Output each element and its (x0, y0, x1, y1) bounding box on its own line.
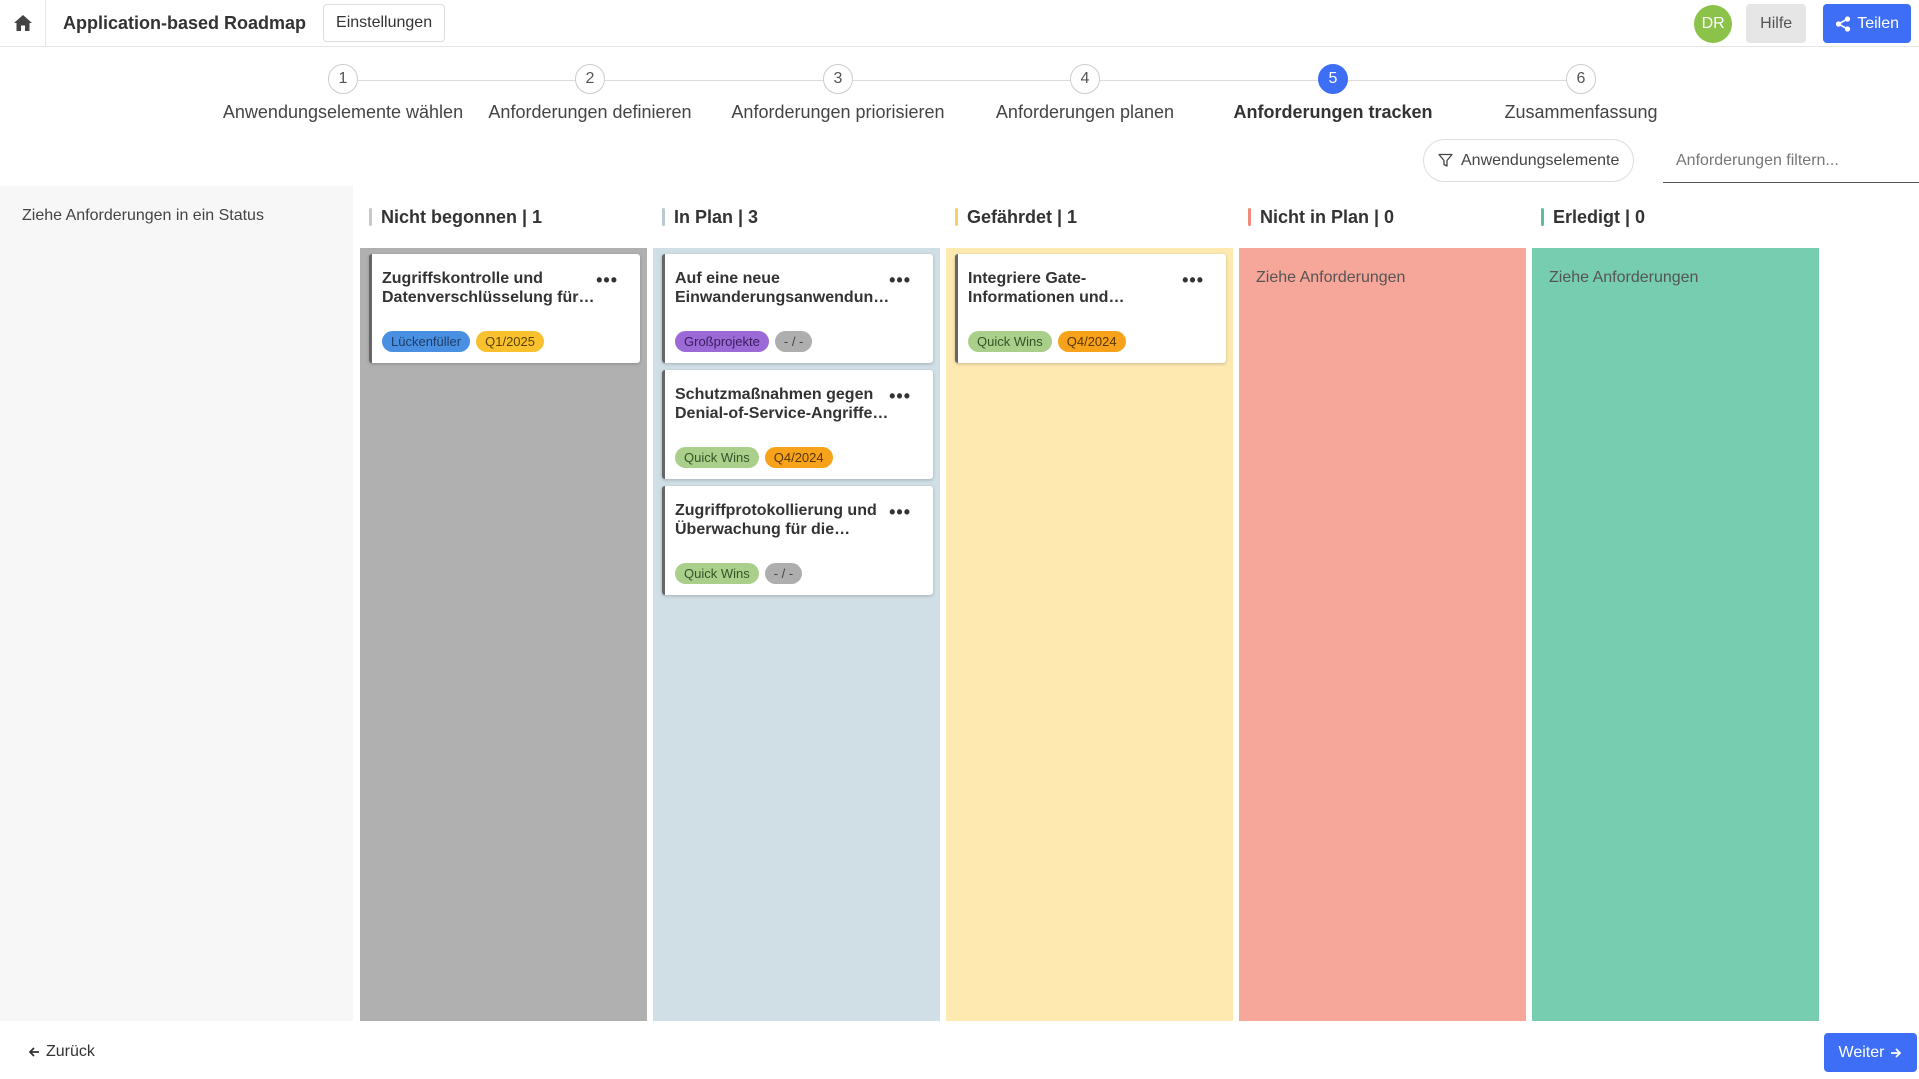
tag-badge: Q4/2024 (764, 447, 833, 468)
step-6[interactable]: 6 Zusammenfassung (1451, 64, 1711, 123)
drop-hint: Ziehe Anforderungen (1549, 269, 1699, 286)
column-drop-zone[interactable]: Integriere Gate-Informationen und Flugpl… (946, 248, 1233, 1021)
column-status-bar (955, 208, 958, 226)
step-2[interactable]: 2 Anforderungen definieren (460, 64, 720, 123)
card-tags: Quick Wins Q4/2024 (675, 447, 833, 468)
more-options-icon[interactable]: ••• (889, 386, 911, 406)
more-options-icon[interactable]: ••• (889, 502, 911, 522)
more-options-icon[interactable]: ••• (596, 270, 618, 290)
card-tags: Großprojekte - / - (675, 331, 813, 352)
step-label: Zusammenfassung (1504, 102, 1658, 122)
column-title: Gefährdet | 1 (967, 206, 1078, 227)
arrow-left-icon (28, 1047, 39, 1057)
requirement-card[interactable]: Zugriffprotokollierung und Überwachung f… (662, 486, 933, 595)
drop-hint: Ziehe Anforderungen (1256, 269, 1406, 286)
app-title: Application-based Roadmap (63, 12, 307, 33)
next-button[interactable]: Weiter (1824, 1033, 1917, 1072)
column-header: Erledigt | 0 (1541, 204, 1645, 230)
requirement-card[interactable]: Schutzmaßnahmen gegen Denial-of-Service-… (662, 370, 933, 479)
tag-badge: Großprojekte (675, 331, 769, 352)
card-title: Auf eine neue Einwanderungsanwendung mig… (675, 270, 884, 306)
card-title: Zugriffskontrolle und Datenverschlüsselu… (382, 270, 579, 306)
card-title: Schutzmaßnahmen gegen Denial-of-Service-… (675, 386, 874, 422)
step-label: Anforderungen definieren (488, 102, 692, 122)
card-title: Integriere Gate-Informationen und Flugpl… (968, 270, 1109, 306)
column-status-bar (369, 208, 372, 226)
card-tags: Quick Wins - / - (675, 563, 803, 584)
left-panel-hint: Ziehe Anforderungen in ein Status (22, 207, 264, 224)
column-title: Nicht in Plan | 0 (1260, 206, 1395, 227)
requirements-search-input[interactable] (1663, 140, 1919, 183)
card-tags: Quick Wins Q4/2024 (968, 331, 1126, 352)
step-number: 1 (328, 64, 358, 94)
share-button[interactable]: Teilen (1823, 4, 1911, 43)
more-options-icon[interactable]: ••• (889, 270, 911, 290)
step-4[interactable]: 4 Anforderungen planen (955, 64, 1215, 123)
tag-badge: Lückenfüller (382, 331, 471, 352)
step-5[interactable]: 5 Anforderungen tracken (1203, 64, 1463, 123)
filter-label: Anwendungselemente (1461, 151, 1620, 169)
step-label: Anwendungselemente wählen (222, 102, 464, 122)
step-3[interactable]: 3 Anforderungen priorisieren (708, 64, 968, 123)
step-number: 3 (823, 64, 853, 94)
home-icon (13, 15, 32, 31)
column-drop-zone[interactable]: Zugriffskontrolle und Datenverschlüsselu… (360, 248, 647, 1021)
step-label: Anforderungen planen (995, 102, 1175, 122)
tag-badge: - / - (774, 331, 813, 352)
home-button[interactable] (0, 0, 46, 47)
step-label: Anforderungen tracken (1233, 102, 1433, 122)
card-tags: Lückenfüller Q1/2025 (382, 331, 544, 352)
step-number: 6 (1566, 64, 1596, 94)
requirement-card[interactable]: Zugriffskontrolle und Datenverschlüsselu… (369, 254, 640, 363)
next-label: Weiter (1838, 1043, 1885, 1061)
share-icon (1836, 15, 1851, 32)
column-drop-zone[interactable]: Ziehe Anforderungen (1239, 248, 1526, 1021)
column-header: Nicht in Plan | 0 (1248, 204, 1394, 230)
avatar[interactable]: DR (1694, 4, 1733, 43)
column-title: In Plan | 3 (674, 206, 759, 227)
requirement-card[interactable]: Integriere Gate-Informationen und Flugpl… (955, 254, 1226, 363)
tag-badge: Q4/2024 (1057, 331, 1126, 352)
column-status-bar (1248, 208, 1251, 226)
stepper-line (343, 80, 1581, 81)
more-options-icon[interactable]: ••• (1182, 270, 1204, 290)
column-title: Nicht begonnen | 1 (381, 206, 543, 227)
column-status-bar (1541, 208, 1544, 226)
tag-badge: Q1/2025 (476, 331, 544, 352)
tag-badge: Quick Wins (675, 447, 759, 468)
step-number: 4 (1070, 64, 1100, 94)
column-header: Nicht begonnen | 1 (369, 204, 542, 230)
application-elements-filter-button[interactable]: Anwendungselemente (1423, 139, 1635, 182)
step-number: 2 (575, 64, 605, 94)
filter-icon (1438, 153, 1453, 167)
requirement-card[interactable]: Auf eine neue Einwanderungsanwendung mig… (662, 254, 933, 363)
step-1[interactable]: 1 Anwendungselemente wählen (213, 64, 473, 123)
column-title: Erledigt | 0 (1553, 206, 1646, 227)
tag-badge: Quick Wins (675, 563, 759, 584)
top-bar: Application-based Roadmap Einstellungen … (0, 0, 1919, 47)
wizard-stepper: 1 Anwendungselemente wählen 2 Anforderun… (0, 48, 1919, 130)
column-drop-zone[interactable]: Auf eine neue Einwanderungsanwendung mig… (653, 248, 940, 1021)
column-header: Gefährdet | 1 (955, 204, 1077, 230)
arrow-right-icon (1891, 1047, 1902, 1058)
share-label: Teilen (1857, 14, 1899, 32)
column-drop-zone[interactable]: Ziehe Anforderungen (1532, 248, 1819, 1021)
card-title: Zugriffprotokollierung und Überwachung f… (675, 502, 877, 538)
tag-badge: - / - (764, 563, 803, 584)
back-button[interactable]: Zurück (28, 1043, 95, 1061)
left-panel: Ziehe Anforderungen in ein Status (0, 186, 353, 1021)
back-label: Zurück (46, 1043, 95, 1060)
help-button[interactable]: Hilfe (1746, 4, 1807, 43)
settings-button[interactable]: Einstellungen (323, 4, 446, 42)
step-number: 5 (1318, 64, 1348, 94)
column-header: In Plan | 3 (662, 204, 758, 230)
tag-badge: Quick Wins (968, 331, 1052, 352)
column-status-bar (662, 208, 665, 226)
step-label: Anforderungen priorisieren (731, 102, 945, 122)
